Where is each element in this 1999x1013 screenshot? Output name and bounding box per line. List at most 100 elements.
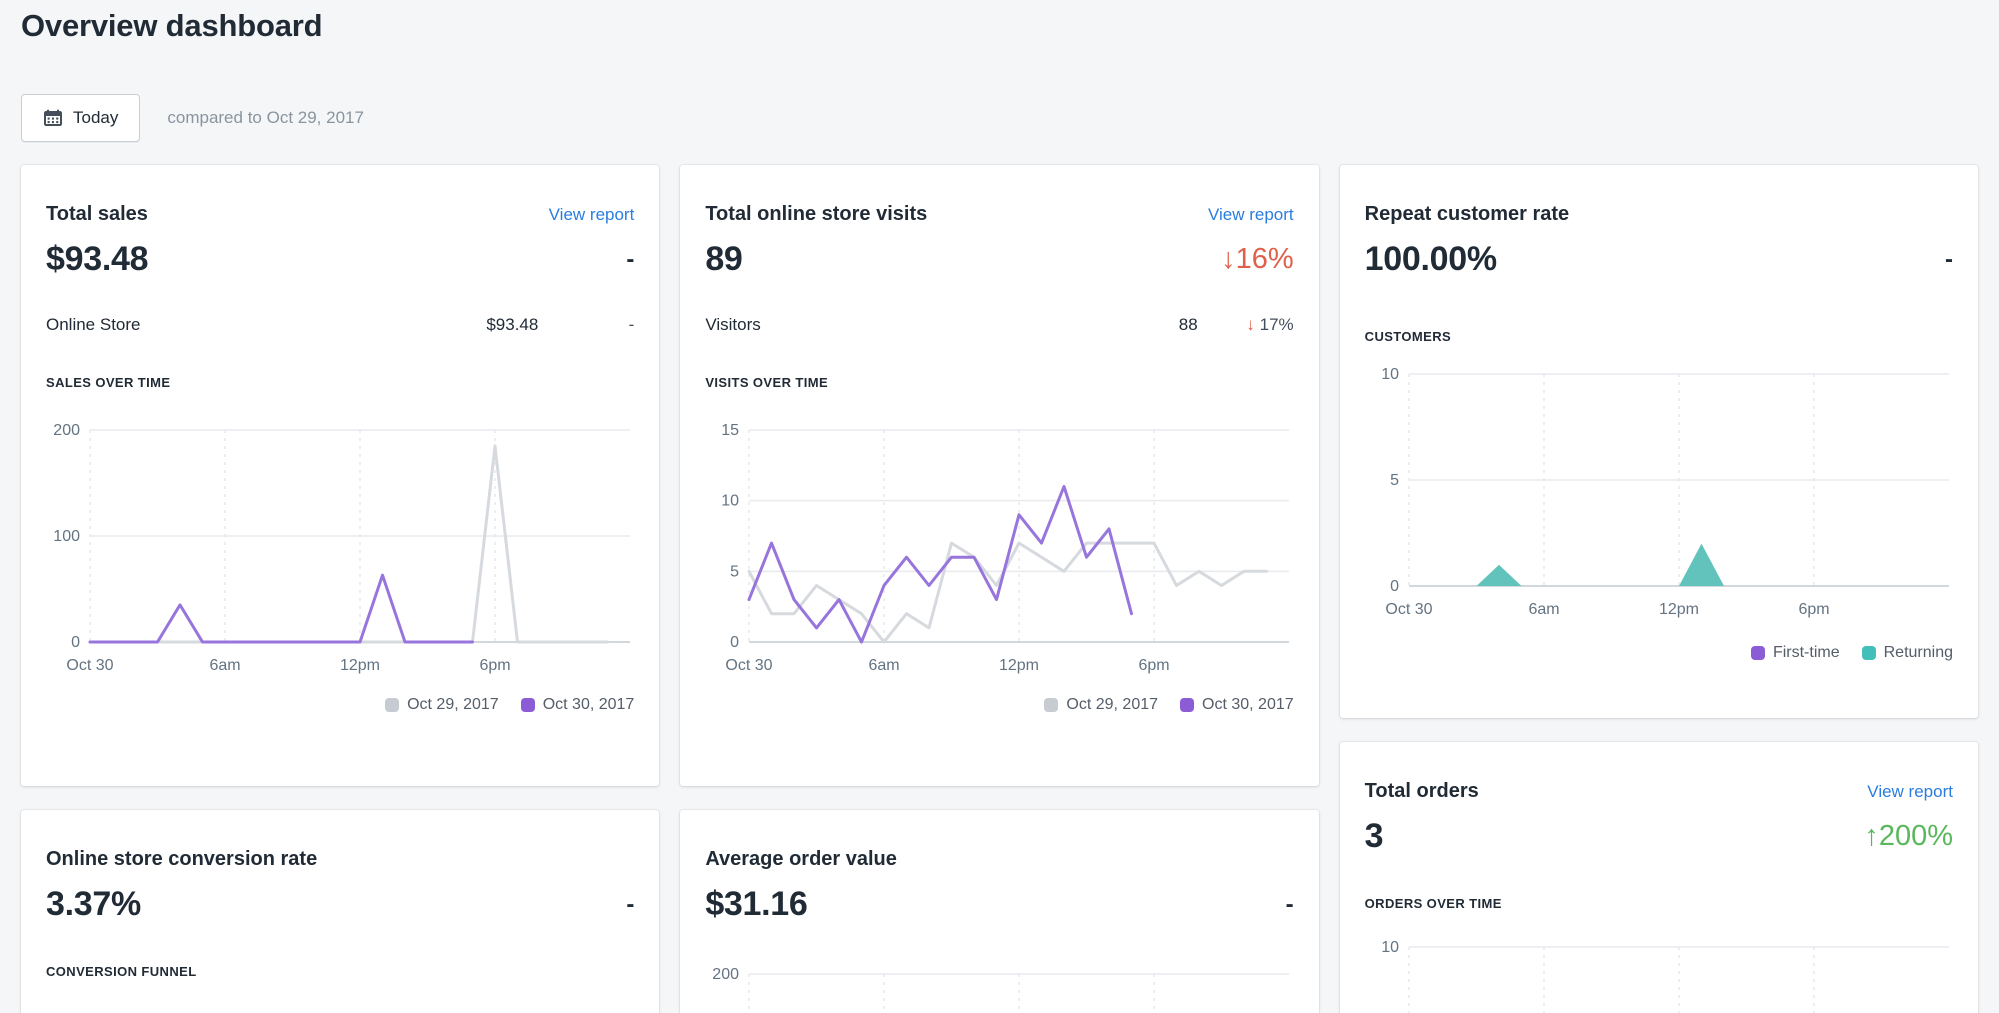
svg-text:6pm: 6pm: [479, 657, 510, 674]
column-2: Total online store visits View report 89…: [680, 165, 1319, 1013]
row-value: 88: [1178, 315, 1198, 334]
legend-swatch-oct30: [1180, 698, 1195, 712]
legend-label: Oct 30, 2017: [1202, 696, 1294, 713]
row-change: -: [628, 315, 635, 334]
date-range-label: Today: [73, 108, 119, 127]
chart-legend: Oct 29, 2017 Oct 30, 2017: [705, 696, 1294, 714]
card-title: Total online store visits: [705, 203, 928, 225]
date-range-button[interactable]: Today: [21, 94, 141, 142]
chart-section-label: VISITS OVER TIME: [705, 375, 829, 390]
cards-grid: Total sales View report $93.48 - Online …: [21, 165, 1978, 1013]
metric-value: 100.00%: [1364, 240, 1497, 278]
svg-text:6am: 6am: [209, 657, 240, 674]
sales-over-time-chart: 0 100 200 Oct 30 6am 12pm 6pm: [46, 420, 634, 678]
legend-label: Returning: [1883, 644, 1953, 661]
svg-text:100: 100: [53, 528, 80, 545]
legend-item: Oct 30, 2017: [520, 696, 635, 714]
svg-text:0: 0: [1390, 578, 1399, 595]
compare-period-text: compared to Oct 29, 2017: [167, 108, 364, 127]
svg-text:10: 10: [1381, 366, 1399, 383]
customers-chart: 0 5 10 Oct 30 6am 12pm 6pm: [1365, 364, 1953, 622]
svg-text:6am: 6am: [1528, 601, 1559, 618]
metric-value: 3: [1364, 817, 1384, 855]
orders-over-time-chart: 10: [1365, 937, 1953, 1013]
legend-swatch-first-time: [1750, 646, 1765, 660]
total-orders-card: Total orders View report 3 ↑200% ORDERS …: [1339, 742, 1978, 1013]
visits-over-time-chart: 0 5 10 15 Oct 30 6am 12pm 6pm: [705, 420, 1293, 678]
row-label: Visitors: [705, 315, 761, 334]
legend-swatch-returning: [1861, 646, 1876, 660]
legend-item: Returning: [1861, 644, 1953, 662]
view-report-link[interactable]: View report: [1207, 205, 1294, 224]
breakdown-row: Visitors 88 ↓ 17%: [705, 315, 1293, 335]
metric-change: -: [1285, 890, 1294, 918]
svg-text:0: 0: [730, 634, 739, 651]
column-3: Repeat customer rate 100.00% - CUSTOMERS…: [1339, 165, 1978, 1013]
svg-text:10: 10: [722, 493, 740, 510]
down-arrow-icon: ↓: [1246, 315, 1255, 334]
card-title: Average order value: [705, 848, 897, 870]
svg-text:6pm: 6pm: [1139, 657, 1170, 674]
row-label: Online Store: [46, 315, 141, 334]
breakdown-row: Online Store $93.48 -: [46, 315, 634, 335]
card-title: Total orders: [1364, 780, 1479, 802]
svg-text:Oct 30: Oct 30: [66, 657, 113, 674]
legend-item: Oct 29, 2017: [385, 696, 499, 714]
svg-text:6pm: 6pm: [1798, 601, 1829, 618]
legend-item: Oct 30, 2017: [1180, 696, 1294, 714]
svg-text:Oct 30: Oct 30: [726, 657, 773, 674]
svg-text:12pm: 12pm: [999, 657, 1039, 674]
view-report-link[interactable]: View report: [1867, 782, 1953, 801]
repeat-customer-rate-card: Repeat customer rate 100.00% - CUSTOMERS…: [1339, 165, 1978, 718]
chart-legend: Oct 29, 2017 Oct 30, 2017: [46, 696, 634, 714]
chart-section-label: CUSTOMERS: [1364, 329, 1452, 344]
svg-text:200: 200: [713, 966, 740, 983]
legend-label: Oct 29, 2017: [407, 696, 499, 713]
svg-text:10: 10: [1381, 939, 1399, 956]
card-title: Total sales: [46, 203, 148, 225]
chart-section-label: SALES OVER TIME: [46, 375, 171, 390]
store-visits-card: Total online store visits View report 89…: [680, 165, 1319, 786]
legend-swatch-oct30: [520, 698, 535, 712]
legend-item: First-time: [1750, 644, 1840, 662]
metric-change: ↑200%: [1864, 820, 1953, 852]
svg-text:6am: 6am: [869, 657, 900, 674]
legend-swatch-oct29: [1044, 698, 1059, 712]
metric-change: -: [1944, 245, 1953, 273]
metric-value: $31.16: [705, 885, 808, 923]
calendar-icon: [43, 108, 63, 128]
metric-value: 3.37%: [46, 885, 141, 923]
metric-value: $93.48: [46, 240, 149, 278]
metric-change: ↓16%: [1221, 243, 1294, 275]
card-title: Repeat customer rate: [1364, 203, 1570, 225]
svg-text:200: 200: [53, 422, 80, 439]
metric-change: -: [626, 890, 635, 918]
row-change: ↓ 17%: [1198, 315, 1294, 335]
metric-value: 89: [705, 240, 743, 278]
svg-text:Oct 30: Oct 30: [1385, 601, 1432, 618]
svg-text:12pm: 12pm: [1659, 601, 1699, 618]
chart-section-label: CONVERSION FUNNEL: [46, 964, 197, 979]
conversion-rate-card: Online store conversion rate 3.37% - CON…: [21, 810, 660, 1013]
chart-legend: First-time Returning: [1365, 644, 1953, 662]
card-title: Online store conversion rate: [46, 848, 318, 870]
legend-item: Oct 29, 2017: [1044, 696, 1158, 714]
svg-text:0: 0: [71, 634, 80, 651]
svg-text:12pm: 12pm: [340, 657, 380, 674]
average-order-value-card: Average order value $31.16 - 200: [680, 810, 1319, 1013]
column-1: Total sales View report $93.48 - Online …: [21, 165, 660, 1013]
metric-change: -: [626, 245, 635, 273]
legend-label: Oct 29, 2017: [1066, 696, 1159, 713]
date-toolbar: Today compared to Oct 29, 2017: [21, 94, 1978, 142]
legend-label: Oct 30, 2017: [542, 696, 635, 713]
svg-text:5: 5: [730, 563, 739, 580]
svg-text:5: 5: [1390, 472, 1399, 489]
total-sales-card: Total sales View report $93.48 - Online …: [21, 165, 660, 786]
view-report-link[interactable]: View report: [548, 205, 635, 224]
chart-section-label: ORDERS OVER TIME: [1364, 896, 1502, 911]
svg-text:15: 15: [722, 422, 740, 439]
row-value: $93.48: [486, 315, 539, 334]
row-change-value: 17%: [1259, 315, 1294, 334]
legend-swatch-oct29: [385, 698, 400, 712]
